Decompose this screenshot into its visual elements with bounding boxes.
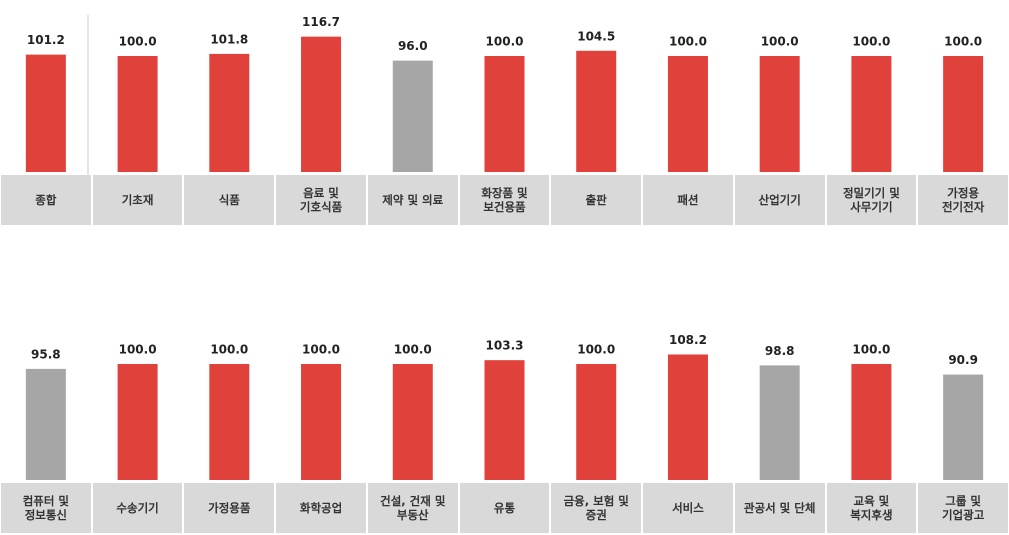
- value-label: 96.0: [398, 39, 428, 53]
- category-label: 가정용품: [184, 483, 275, 533]
- bar: [759, 365, 800, 480]
- bar: [209, 364, 250, 480]
- bar: [209, 53, 250, 172]
- bar: [759, 56, 800, 172]
- category-label: 화장품 및 보건용품: [459, 175, 550, 225]
- value-label: 100.0: [119, 35, 157, 49]
- value-label: 101.8: [210, 32, 248, 46]
- value-label: 101.2: [27, 33, 65, 47]
- bar: [25, 54, 66, 172]
- value-label: 100.0: [944, 35, 982, 49]
- category-label: 서비스: [643, 483, 733, 533]
- value-label: 104.5: [577, 29, 615, 43]
- value-label: 100.0: [669, 35, 707, 49]
- category-label: 가정용 전기전자: [918, 175, 1008, 225]
- value-label: 100.0: [119, 343, 157, 357]
- bar: [392, 364, 433, 480]
- value-label: 100.0: [394, 343, 432, 357]
- category-label: 산업기기: [734, 175, 825, 225]
- value-label: 116.7: [302, 15, 340, 29]
- value-label: 95.8: [31, 347, 61, 361]
- bar: [301, 364, 342, 480]
- value-label: 100.0: [852, 35, 890, 49]
- category-label: 컴퓨터 및 정보통신: [1, 483, 91, 533]
- bar: [576, 50, 617, 172]
- bar: [943, 56, 984, 172]
- bar: [392, 60, 433, 172]
- bar: [117, 56, 158, 172]
- category-label: 패션: [643, 175, 733, 225]
- category-label: 수송기기: [92, 483, 183, 533]
- value-label: 100.0: [210, 343, 248, 357]
- bar: [943, 374, 984, 480]
- category-label: 제약 및 의료: [367, 175, 458, 225]
- value-label: 100.0: [302, 343, 340, 357]
- category-label: 금융, 보험 및 증권: [551, 483, 642, 533]
- bar: [117, 364, 158, 480]
- category-label: 화학공업: [276, 483, 366, 533]
- category-label: 정밀기기 및 사무기기: [826, 175, 917, 225]
- bar: [25, 368, 66, 480]
- value-label: 100.0: [577, 343, 615, 357]
- value-label: 100.0: [761, 35, 799, 49]
- bar: [484, 360, 525, 480]
- category-label: 유통: [459, 483, 550, 533]
- category-label: 기초재: [92, 175, 183, 225]
- value-label: 108.2: [669, 333, 707, 347]
- bar: [576, 364, 617, 480]
- category-label: 식품: [184, 175, 275, 225]
- category-label: 그룹 및 기업광고: [918, 483, 1008, 533]
- bar: [484, 56, 525, 172]
- category-label: 교육 및 복지후생: [826, 483, 917, 533]
- bar: [667, 56, 708, 172]
- bar: [301, 36, 342, 173]
- value-label: 90.9: [948, 353, 978, 367]
- bar: [667, 354, 708, 480]
- value-label: 100.0: [486, 35, 524, 49]
- category-label: 음료 및 기호식품: [276, 175, 366, 225]
- bar: [851, 364, 892, 480]
- value-label: 103.3: [486, 339, 524, 353]
- category-label: 출판: [551, 175, 642, 225]
- value-label: 100.0: [852, 343, 890, 357]
- category-label: 관공서 및 단체: [734, 483, 825, 533]
- category-label: 건설, 건재 및 부동산: [367, 483, 458, 533]
- category-label: 종합: [1, 175, 91, 225]
- bar: [851, 56, 892, 172]
- value-label: 98.8: [765, 344, 795, 358]
